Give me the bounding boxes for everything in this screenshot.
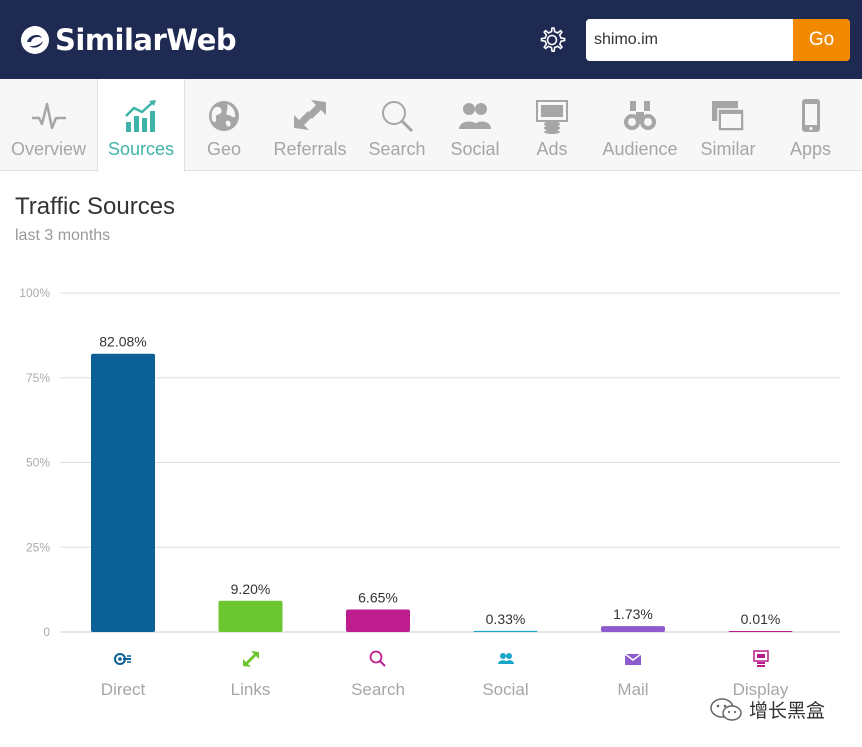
tab-label: Apps bbox=[789, 139, 832, 159]
y-tick-label: 100% bbox=[19, 286, 50, 300]
y-tick-label: 0 bbox=[43, 625, 50, 639]
display-icon bbox=[751, 649, 771, 669]
gear-icon[interactable] bbox=[537, 25, 567, 55]
category-label-mail: Mail bbox=[617, 680, 649, 699]
category-label-social: Social bbox=[482, 680, 529, 699]
bar-direct[interactable] bbox=[91, 353, 155, 632]
bar-value-label: 0.33% bbox=[486, 611, 526, 627]
pulse-icon bbox=[31, 102, 66, 130]
bar-trend-icon bbox=[125, 100, 156, 132]
phone-icon bbox=[801, 99, 820, 132]
tab-label: Sources bbox=[107, 139, 175, 159]
tab-label: Search bbox=[368, 139, 426, 159]
go-button[interactable]: Go bbox=[793, 19, 850, 61]
people-icon bbox=[459, 103, 491, 129]
windows-icon bbox=[712, 101, 745, 132]
nav-tabs: Overview Sources Geo Referrals bbox=[0, 79, 862, 172]
globe-icon bbox=[209, 101, 239, 131]
top-header: SimilarWeb Go bbox=[0, 0, 862, 79]
similarweb-logo-icon bbox=[21, 26, 49, 54]
brand-logo[interactable]: SimilarWeb bbox=[20, 20, 237, 60]
category-label-links: Links bbox=[230, 680, 271, 699]
tab-apps[interactable]: Apps bbox=[767, 79, 854, 171]
tab-similar[interactable]: Similar bbox=[689, 79, 767, 171]
bar-mail[interactable] bbox=[601, 626, 665, 632]
y-tick-label: 25% bbox=[26, 540, 50, 554]
magnifier-icon bbox=[382, 101, 414, 133]
tab-sources[interactable]: Sources bbox=[97, 79, 185, 172]
category-label-search: Search bbox=[351, 680, 405, 699]
social-icon bbox=[496, 649, 516, 669]
ads-icon bbox=[536, 100, 568, 134]
tab-label: Ads bbox=[536, 139, 568, 159]
mail-icon bbox=[623, 649, 643, 669]
category-label-direct: Direct bbox=[100, 680, 146, 699]
search-box: Go bbox=[586, 19, 850, 61]
bar-links[interactable] bbox=[218, 600, 283, 632]
traffic-sources-chart: 0 25% 50% 75% 100% 82.08% 9.20% 6.65% 0.33% 1.73%… bbox=[19, 286, 840, 639]
tab-geo[interactable]: Geo bbox=[185, 79, 263, 171]
tab-label: Overview bbox=[10, 139, 86, 159]
tab-label: Audience bbox=[602, 139, 678, 159]
bar-value-label: 82.08% bbox=[99, 334, 146, 350]
tab-label: Geo bbox=[206, 139, 242, 159]
brand-name: SimilarWeb bbox=[55, 23, 237, 57]
bar-display[interactable] bbox=[728, 631, 793, 632]
links-icon bbox=[241, 649, 261, 669]
tab-label: Social bbox=[450, 139, 500, 159]
y-tick-label: 75% bbox=[26, 371, 50, 385]
section-title: Traffic Sources bbox=[15, 193, 176, 220]
tab-label: Referrals bbox=[273, 139, 347, 159]
wechat-icon bbox=[710, 697, 742, 721]
bar-value-label: 9.20% bbox=[231, 581, 271, 597]
bar-value-label: 6.65% bbox=[358, 589, 398, 605]
arrows-icon bbox=[294, 100, 326, 130]
watermark-text: 增长黑盒 bbox=[749, 700, 826, 722]
direct-icon bbox=[113, 649, 133, 669]
search-icon bbox=[368, 649, 388, 669]
y-tick-label: 50% bbox=[26, 456, 50, 470]
tab-referrals[interactable]: Referrals bbox=[263, 79, 357, 171]
binoculars-icon bbox=[624, 101, 656, 130]
tab-search[interactable]: Search bbox=[357, 79, 437, 171]
section-subtitle: last 3 months bbox=[15, 227, 111, 244]
category-label-display: Display bbox=[732, 680, 789, 699]
bar-value-label: 0.01% bbox=[741, 611, 781, 627]
tab-social[interactable]: Social bbox=[437, 79, 513, 171]
tab-overview[interactable]: Overview bbox=[0, 79, 97, 171]
bar-search[interactable] bbox=[346, 609, 410, 632]
tab-ads[interactable]: Ads bbox=[513, 79, 591, 171]
domain-search-input[interactable] bbox=[586, 19, 793, 61]
tab-label: Similar bbox=[700, 139, 756, 159]
tab-audience[interactable]: Audience bbox=[591, 79, 689, 171]
bar-social[interactable] bbox=[473, 630, 538, 632]
watermark: 增长黑盒 bbox=[709, 696, 825, 723]
bar-value-label: 1.73% bbox=[613, 606, 653, 622]
